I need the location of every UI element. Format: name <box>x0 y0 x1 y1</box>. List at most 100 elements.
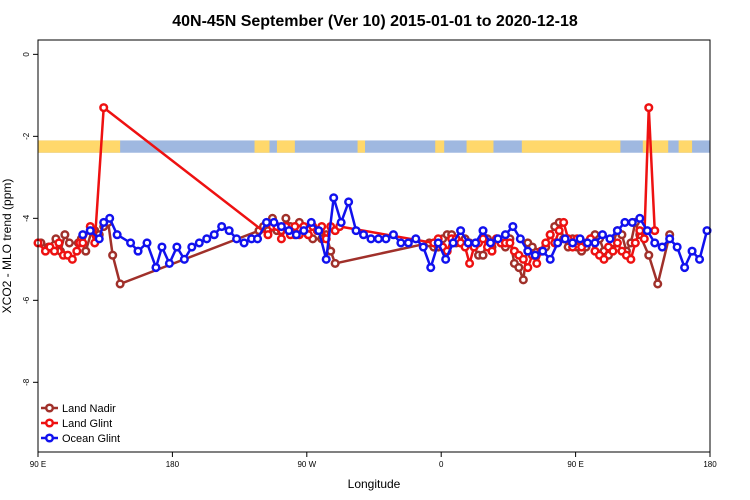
data-point <box>164 258 174 268</box>
data-point <box>650 226 660 236</box>
data-point <box>64 238 74 248</box>
y-tick-label: -6 <box>22 296 31 304</box>
land-segment <box>521 140 621 153</box>
x-tick-label: 90 W <box>297 460 316 469</box>
x-axis: 90 E 180 90 W 0 90 E 180 <box>30 452 717 469</box>
data-point <box>620 217 630 227</box>
data-point <box>396 238 406 248</box>
data-point <box>388 230 398 240</box>
data-point <box>582 238 593 248</box>
data-point <box>545 230 555 240</box>
data-point <box>290 221 300 232</box>
data-point <box>493 234 503 244</box>
data-point <box>500 230 510 240</box>
data-point <box>508 221 518 232</box>
data-point <box>478 226 488 236</box>
data-point <box>523 262 533 273</box>
y-tick-label: 0 <box>22 52 31 57</box>
data-point <box>605 234 615 244</box>
data-point <box>590 238 600 248</box>
data-point <box>330 258 340 268</box>
data-point <box>635 226 645 236</box>
land-segment <box>254 140 270 153</box>
data-point <box>680 262 690 273</box>
data-point <box>306 217 316 227</box>
y-tick-label: -8 <box>22 378 31 386</box>
legend-label: Land Glint <box>62 418 112 430</box>
data-point <box>505 238 515 248</box>
data-point <box>358 230 369 240</box>
data-point <box>60 230 70 240</box>
data-point <box>99 103 109 113</box>
data-point <box>478 234 488 244</box>
land-segment <box>38 140 121 153</box>
data-point <box>523 246 533 256</box>
data-point <box>179 254 189 264</box>
data-point <box>642 226 652 236</box>
series-ocean-glint <box>78 193 712 273</box>
data-point <box>554 226 564 236</box>
data-point <box>559 217 569 227</box>
data-point <box>187 242 197 252</box>
data-point <box>530 250 540 260</box>
data-point <box>194 238 204 248</box>
x-tick-label: 180 <box>703 460 717 469</box>
data-point <box>456 226 466 236</box>
data-point <box>172 242 182 252</box>
data-point <box>426 262 436 273</box>
data-point <box>232 234 242 244</box>
data-point <box>314 226 324 236</box>
data-point <box>142 238 152 248</box>
legend-item: Land Glint <box>41 418 112 430</box>
land-sea-strip <box>38 140 710 153</box>
data-point <box>470 238 481 248</box>
data-point <box>612 226 622 236</box>
data-point <box>209 230 219 240</box>
data-point <box>518 275 528 285</box>
x-tick-label: 180 <box>166 460 180 469</box>
data-point <box>608 246 618 256</box>
legend-label: Ocean Glint <box>62 433 120 445</box>
data-point <box>626 254 636 264</box>
legend-marker <box>44 418 55 428</box>
legend-item: Ocean Glint <box>41 433 120 445</box>
chart-title: 40N-45N September (Ver 10) 2015-01-01 to… <box>172 13 578 30</box>
data-point <box>67 254 77 264</box>
data-point <box>635 213 645 223</box>
data-point <box>644 250 654 260</box>
plot-frame <box>37 39 711 453</box>
data-point <box>650 238 660 248</box>
x-tick-label: 0 <box>439 460 444 469</box>
data-point <box>281 213 291 223</box>
data-point <box>411 234 421 244</box>
data-point <box>644 103 654 113</box>
x-tick-label: 90 E <box>30 460 46 469</box>
data-point <box>465 258 475 268</box>
data-point <box>261 217 272 227</box>
data-point <box>157 242 167 252</box>
data-point <box>612 238 622 248</box>
data-point <box>597 230 608 240</box>
data-point <box>239 238 249 248</box>
legend-item: Land Nadir <box>41 403 116 415</box>
data-point <box>269 217 279 227</box>
data-point <box>541 238 551 248</box>
data-point <box>381 234 391 244</box>
data-point <box>653 279 663 289</box>
data-point <box>351 226 361 236</box>
data-point <box>72 246 82 256</box>
data-point <box>448 238 458 248</box>
data-point <box>630 238 640 248</box>
data-point <box>299 226 309 236</box>
data-point <box>373 234 384 244</box>
data-point <box>217 221 227 232</box>
data-point <box>151 262 161 273</box>
data-point <box>94 234 104 244</box>
data-point <box>463 238 473 248</box>
data-point <box>568 238 578 248</box>
data-point <box>54 238 64 248</box>
data-point <box>403 238 413 248</box>
data-point <box>665 234 675 244</box>
data-point <box>78 230 88 240</box>
